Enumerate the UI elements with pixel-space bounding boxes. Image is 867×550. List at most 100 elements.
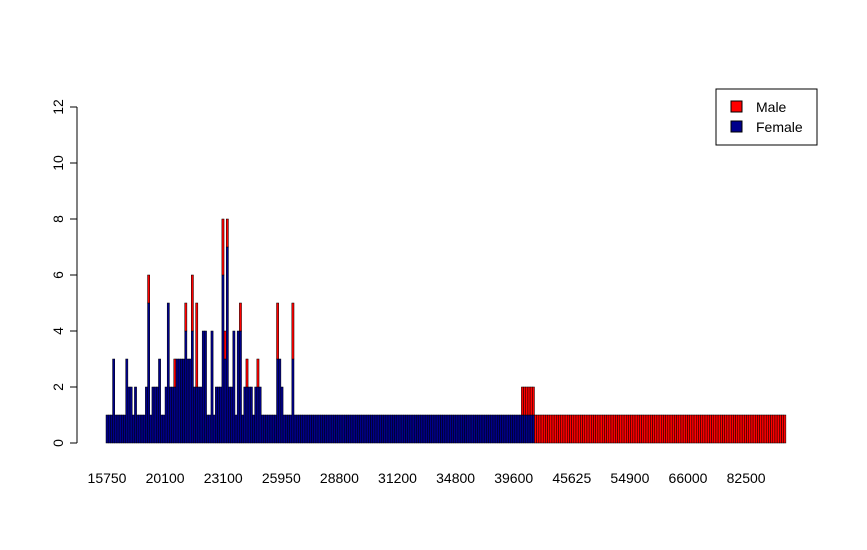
bar-female [114,414,118,444]
bar-female [523,414,526,444]
legend-label-female: Female [756,119,803,135]
bar-male [615,414,618,444]
bar-female [477,414,481,444]
bar-female [427,414,430,444]
bar-male [575,414,579,444]
bar-female [435,414,439,444]
bar-female [424,414,428,444]
bar-female [532,414,535,444]
bar-male [591,414,594,444]
bar-female [315,414,319,444]
bar-male [560,414,564,444]
bar-male [763,414,767,444]
bar-female [206,414,209,444]
legend-box [715,88,818,146]
bar-female [116,414,120,444]
bar-female [219,386,223,444]
bar-female [438,414,441,444]
bar-female [184,330,188,444]
bar-female [311,414,314,444]
bar-female [186,358,190,444]
bar-female [381,414,384,444]
bar-female [335,414,338,444]
bar-male [669,414,673,444]
bar-male [147,274,150,304]
bar-male [602,414,605,444]
bar-female [514,414,518,444]
bar-male [564,414,568,444]
bar-female [112,358,115,444]
bar-female [232,330,236,444]
bar-female [210,330,214,444]
x-tick-label: 20100 [146,470,185,486]
bar-female [457,414,461,444]
bar-female [309,414,312,444]
bar-female [177,358,181,444]
y-tick-label: 2 [50,383,66,391]
bar-male [661,414,664,444]
bar-female [278,358,282,444]
bar-male [641,414,645,444]
bar-male [656,414,660,444]
bar-male [772,414,776,444]
bar-male [757,414,760,444]
bar-female [403,414,406,444]
bar-female [339,414,343,444]
bar-female [494,414,498,444]
bar-female [254,386,258,444]
bar-male [750,414,754,444]
bar-female [147,302,150,444]
bar-female [182,358,185,444]
bar-female [158,358,161,444]
bar-male [687,414,690,444]
bar-male [770,414,774,444]
bar-male [739,414,743,444]
bar-female [285,414,288,444]
bar-male [604,414,607,444]
bar-female [153,386,157,444]
bar-male [671,414,675,444]
bar-female [221,274,225,444]
bar-female [455,414,459,444]
bar-female [448,414,452,444]
bar-male [239,302,242,332]
bar-male [532,386,535,416]
y-tick-label: 6 [50,271,66,279]
x-tick-label: 39600 [494,470,533,486]
bar-female [225,246,229,444]
bar-female [304,414,308,444]
bar-male [529,386,533,416]
bar-female [470,414,474,444]
bar-male [549,414,553,444]
bar-male [730,414,734,444]
bar-female [193,386,196,444]
bar-female [121,414,124,444]
bar-female [521,414,524,444]
bar-male [619,414,623,444]
bar-male [643,414,647,444]
bar-male [608,414,612,444]
bar-female [162,414,166,444]
bar-male [748,414,752,444]
bar-male [553,414,557,444]
bar-female [473,414,476,444]
bar-male [191,274,194,332]
bar-male [634,414,638,444]
bar-female [486,414,489,444]
bar-male [647,414,651,444]
y-axis: 0 2 4 6 8 10 12 [50,99,78,447]
bar-female [464,414,467,444]
bar-male [693,414,697,444]
bar-male [291,302,295,360]
bar-female [346,414,349,444]
bar-female [107,414,111,444]
bar-female [446,414,450,444]
bar-male [746,414,749,444]
bar-female [125,358,129,444]
bar-female [265,414,269,444]
bar-male [606,414,610,444]
bar-female [258,386,262,444]
bar-male [761,414,765,444]
bar-male [221,218,225,276]
